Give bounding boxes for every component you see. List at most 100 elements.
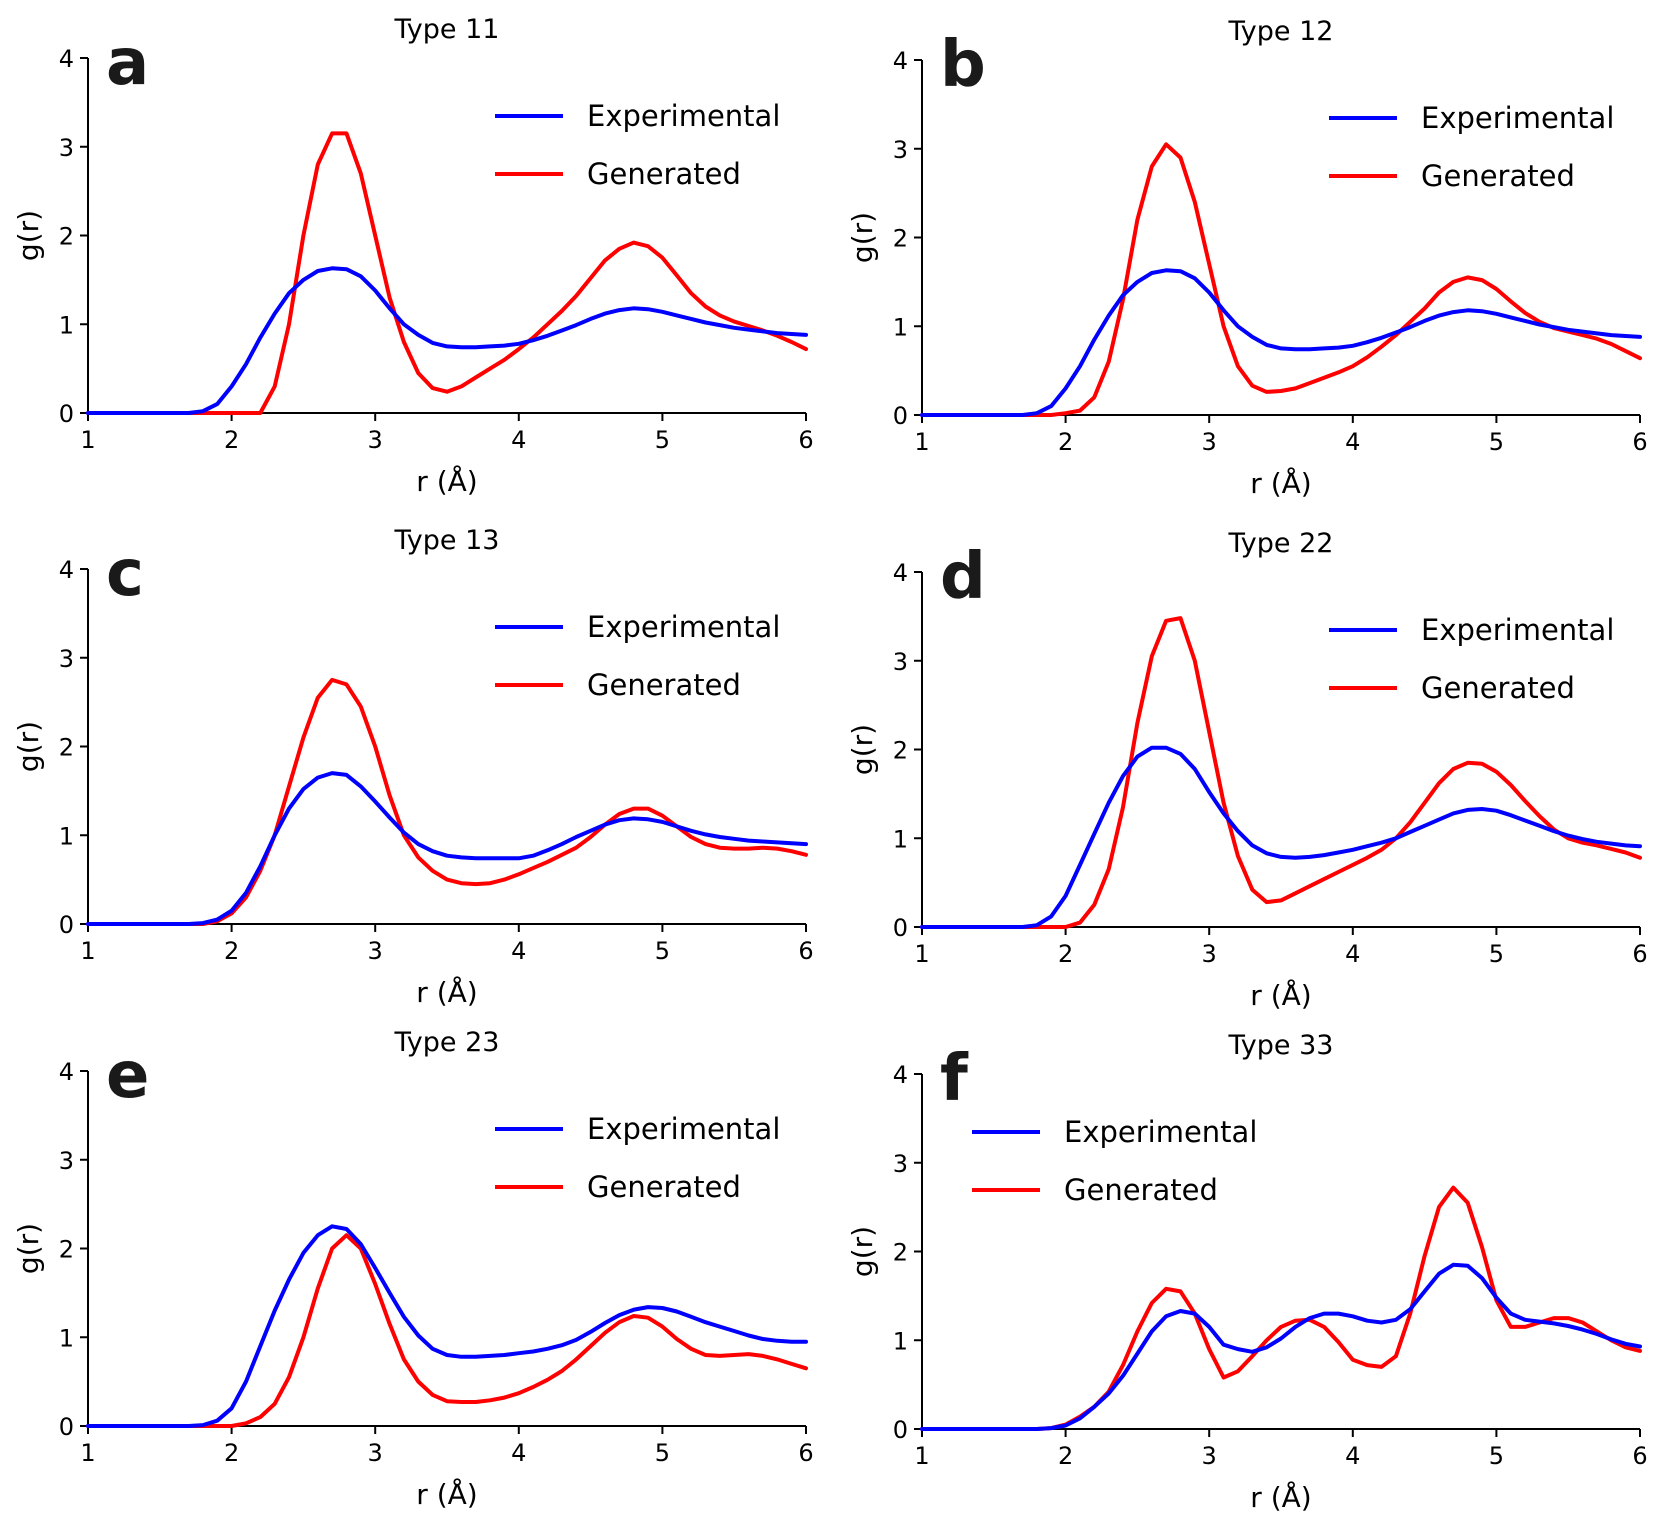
y-tick-label: 4 xyxy=(893,47,908,75)
x-tick-label: 2 xyxy=(1058,940,1073,968)
y-tick-label: 4 xyxy=(59,1058,74,1086)
y-tick-label: 1 xyxy=(893,825,908,853)
x-axis-label: r (Å) xyxy=(1250,978,1311,1012)
chart-title: Type 22 xyxy=(1228,528,1334,559)
legend-label-experimental: Experimental xyxy=(1421,101,1614,135)
chart-title: Type 12 xyxy=(1228,16,1334,47)
y-tick-label: 2 xyxy=(59,734,74,762)
y-tick-label: 2 xyxy=(59,1236,74,1264)
x-tick-label: 2 xyxy=(224,937,239,965)
series-line-experimental xyxy=(920,268,1642,417)
y-tick-label: 3 xyxy=(59,645,74,673)
x-tick-label: 3 xyxy=(368,937,383,965)
panel-letter: d xyxy=(940,540,986,614)
x-tick-label: 5 xyxy=(1489,1442,1504,1470)
y-tick-label: 3 xyxy=(59,1147,74,1175)
y-tick-label: 2 xyxy=(893,225,908,253)
series-line-generated xyxy=(920,1185,1642,1431)
y-tick-label: 0 xyxy=(893,402,908,430)
series-line-generated xyxy=(86,131,808,415)
x-tick-label: 5 xyxy=(655,426,670,454)
x-tick-label: 1 xyxy=(914,428,929,456)
legend-label-generated: Generated xyxy=(1421,159,1575,193)
panel-letter: e xyxy=(106,1039,149,1113)
y-tick-label: 2 xyxy=(893,737,908,765)
series-line-generated xyxy=(86,1233,808,1428)
legend-label-experimental: Experimental xyxy=(587,1112,780,1146)
y-tick-label: 1 xyxy=(59,1324,74,1352)
legend-label-experimental: Experimental xyxy=(1421,613,1614,647)
series-line-experimental xyxy=(920,745,1642,929)
y-tick-label: 4 xyxy=(893,1061,908,1089)
x-axis-label: r (Å) xyxy=(416,1477,477,1511)
x-tick-label: 1 xyxy=(80,937,95,965)
x-axis-label: r (Å) xyxy=(1250,466,1311,500)
series-line-generated xyxy=(920,616,1642,929)
x-tick-label: 4 xyxy=(1345,940,1360,968)
panel-letter: f xyxy=(940,1042,969,1116)
legend-label-experimental: Experimental xyxy=(587,610,780,644)
x-tick-label: 3 xyxy=(1202,940,1217,968)
chart-title: Type 13 xyxy=(394,525,500,556)
chart-title: Type 23 xyxy=(394,1027,500,1058)
x-tick-label: 6 xyxy=(1632,1442,1647,1470)
x-axis-label: r (Å) xyxy=(416,464,477,498)
y-tick-label: 4 xyxy=(59,45,74,73)
panel-letter: a xyxy=(106,26,149,100)
panel-letter: b xyxy=(940,28,986,102)
x-tick-label: 2 xyxy=(1058,1442,1073,1470)
x-tick-label: 3 xyxy=(1202,1442,1217,1470)
y-tick-label: 0 xyxy=(893,1416,908,1444)
x-tick-label: 6 xyxy=(1632,940,1647,968)
x-axis-label: r (Å) xyxy=(1250,1480,1311,1514)
y-tick-label: 0 xyxy=(59,911,74,939)
x-tick-label: 6 xyxy=(1632,428,1647,456)
legend-label-experimental: Experimental xyxy=(1064,1115,1257,1149)
y-tick-label: 2 xyxy=(59,223,74,251)
y-tick-label: 4 xyxy=(59,556,74,584)
x-tick-label: 1 xyxy=(914,940,929,968)
legend-label-generated: Generated xyxy=(587,668,741,702)
legend-label-generated: Generated xyxy=(587,1170,741,1204)
legend-label-generated: Generated xyxy=(1064,1173,1218,1207)
x-tick-label: 2 xyxy=(1058,428,1073,456)
y-tick-label: 3 xyxy=(893,648,908,676)
y-tick-label: 3 xyxy=(893,1150,908,1178)
x-tick-label: 6 xyxy=(798,937,813,965)
x-tick-label: 3 xyxy=(368,1439,383,1467)
y-axis-label: g(r) xyxy=(12,1223,45,1274)
y-tick-label: 2 xyxy=(893,1239,908,1267)
y-axis-label: g(r) xyxy=(846,212,879,263)
series-line-generated xyxy=(86,677,808,926)
x-tick-label: 5 xyxy=(1489,940,1504,968)
chart-title: Type 11 xyxy=(394,14,500,45)
y-tick-label: 1 xyxy=(59,822,74,850)
y-tick-label: 0 xyxy=(893,914,908,942)
x-tick-label: 5 xyxy=(655,1439,670,1467)
x-tick-label: 2 xyxy=(224,1439,239,1467)
x-tick-label: 4 xyxy=(511,1439,526,1467)
x-tick-label: 1 xyxy=(80,1439,95,1467)
y-tick-label: 1 xyxy=(893,1327,908,1355)
x-tick-label: 5 xyxy=(655,937,670,965)
y-tick-label: 4 xyxy=(893,559,908,587)
legend-label-experimental: Experimental xyxy=(587,99,780,133)
y-axis-label: g(r) xyxy=(12,210,45,261)
x-tick-label: 3 xyxy=(368,426,383,454)
series-line-experimental xyxy=(920,1262,1642,1431)
y-tick-label: 3 xyxy=(59,134,74,162)
y-axis-label: g(r) xyxy=(846,1226,879,1277)
chart-title: Type 33 xyxy=(1228,1030,1334,1061)
x-tick-label: 6 xyxy=(798,426,813,454)
legend-label-generated: Generated xyxy=(1421,671,1575,705)
x-tick-label: 6 xyxy=(798,1439,813,1467)
panel-letter: c xyxy=(106,537,144,611)
y-tick-label: 1 xyxy=(893,313,908,341)
y-axis-label: g(r) xyxy=(846,724,879,775)
x-tick-label: 4 xyxy=(511,937,526,965)
